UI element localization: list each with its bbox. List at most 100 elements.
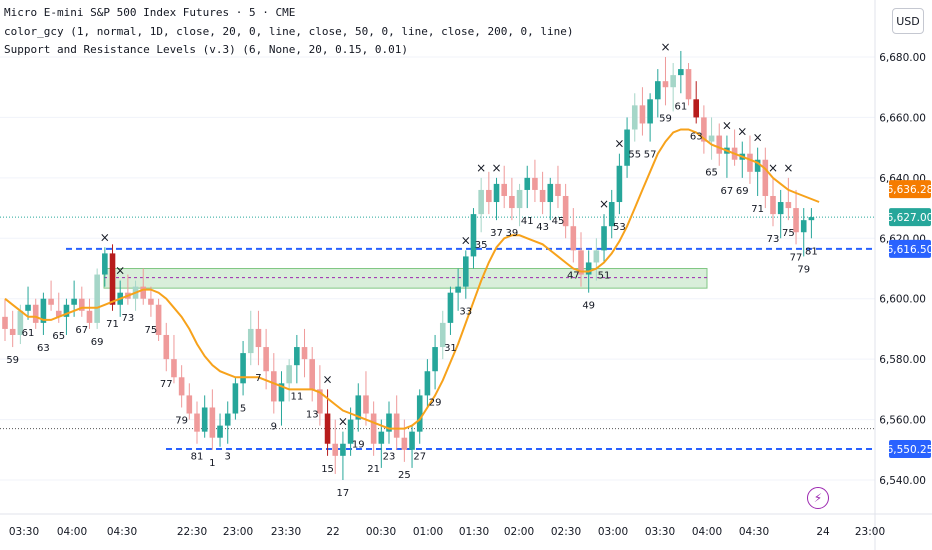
bar-number-label: 21: [367, 464, 380, 475]
candle-body: [209, 407, 216, 438]
resistance-zone: [103, 268, 708, 289]
candle-body: [340, 443, 346, 456]
candle-body: [770, 195, 776, 215]
candle-body: [324, 413, 331, 444]
candle-body: [409, 431, 415, 450]
candle-body: [355, 395, 362, 420]
bar-number-label: 31: [444, 343, 457, 354]
candle-body: [247, 328, 254, 354]
candle-body: [478, 189, 484, 215]
symbol-title[interactable]: Micro E-mini S&P 500 Index Futures · 5 ·…: [4, 6, 296, 19]
candle-body: [63, 304, 70, 317]
price-tag: [889, 239, 931, 258]
chart-legend: Micro E-mini S&P 500 Index Futures · 5 ·…: [4, 4, 574, 60]
candle-body: [570, 226, 577, 251]
price-axis-bg: [875, 0, 932, 550]
candle-body: [639, 105, 646, 124]
candle-body: [370, 413, 377, 444]
candle-body: [186, 395, 193, 414]
candle-body: [163, 334, 170, 360]
price-tag-label: 6,636.28: [887, 184, 932, 196]
bar-number-label: 63: [690, 131, 703, 142]
time-tick-label: 02:00: [504, 526, 534, 538]
bar-number-label: 51: [598, 270, 611, 281]
support-resistance-levels: [0, 216, 875, 451]
bar-number-label: 25: [398, 470, 411, 481]
bar-number-label: 53: [613, 222, 626, 233]
candle-body: [9, 328, 16, 335]
bar-number-label: 57: [644, 150, 657, 161]
time-tick-label: 04:00: [57, 526, 87, 538]
candle-body: [493, 183, 500, 203]
candle-body: [378, 431, 385, 444]
candle-body: [601, 226, 607, 251]
x-marker: ×: [737, 125, 747, 139]
bar-number-label: 79: [797, 264, 810, 275]
candle-body: [631, 105, 638, 130]
price-tick-label: 6,560.00: [879, 415, 926, 427]
bar-number-label: 81: [805, 246, 818, 257]
candle-body: [447, 292, 454, 323]
candle-body: [655, 81, 661, 100]
time-tick-label: 03:00: [598, 526, 628, 538]
candle-body: [608, 202, 615, 227]
candle-body: [109, 253, 116, 305]
candle-body: [332, 443, 339, 456]
candle-body: [416, 395, 423, 432]
candle-body: [662, 81, 669, 88]
candle-body: [271, 371, 277, 402]
time-tick-label: 01:30: [459, 526, 489, 538]
candle-body: [762, 159, 769, 196]
bar-number-label: 65: [52, 331, 65, 342]
lightning-bolt-icon[interactable]: ⚡: [807, 487, 829, 509]
bar-number-label: 59: [6, 355, 19, 366]
bar-number-label: 75: [145, 325, 158, 336]
price-tag: [889, 180, 931, 199]
bar-number-label: 55: [628, 150, 641, 161]
indicator-color-gcy[interactable]: color_gcy (1, normal, 1D, close, 20, 0, …: [4, 24, 574, 38]
candle-body: [747, 153, 753, 172]
candle-body: [25, 304, 31, 311]
candle-body: [516, 189, 523, 209]
x-marker: ×: [115, 264, 125, 278]
candle-body: [685, 69, 692, 100]
bar-number-label: 17: [337, 488, 350, 499]
candle-body: [263, 347, 269, 372]
candle-body: [278, 383, 285, 402]
candle-body: [224, 413, 231, 426]
bar-number-label: 15: [321, 464, 334, 475]
candle-body: [40, 298, 47, 323]
bar-number-label: 47: [567, 270, 580, 281]
indicator-support-resistance[interactable]: Support and Resistance Levels (v.3) (6, …: [4, 43, 408, 56]
bar-number-label: 73: [122, 313, 135, 324]
x-marker: ×: [338, 415, 348, 429]
time-tick-label: 22: [326, 526, 339, 538]
ma-line: [4, 128, 820, 430]
bar-number-label: 35: [475, 240, 488, 251]
time-tick-label: 03:30: [9, 526, 39, 538]
x-marker: ×: [783, 161, 793, 175]
candle-body: [347, 419, 354, 444]
bar-number-label: 37: [490, 228, 503, 239]
candle-body: [286, 365, 292, 384]
time-tick-label: 04:30: [739, 526, 769, 538]
bar-number-label: 1: [209, 458, 215, 469]
bar-number-label: 19: [352, 440, 365, 451]
x-marker: ×: [768, 161, 778, 175]
candle-body: [555, 183, 561, 196]
x-marker: ×: [100, 230, 110, 244]
candle-body: [455, 286, 461, 293]
candle-body: [71, 298, 77, 305]
candle-body: [79, 298, 85, 311]
candle-body: [55, 310, 62, 317]
candle-body: [393, 413, 400, 438]
time-tick-label: 04:30: [107, 526, 137, 538]
currency-button[interactable]: USD: [892, 8, 924, 34]
x-marker: ×: [599, 197, 609, 211]
bar-number-label: 9: [271, 422, 277, 433]
time-tick-label: 24: [816, 526, 830, 538]
time-tick-label: 23:30: [271, 526, 301, 538]
candle-body: [439, 322, 446, 348]
